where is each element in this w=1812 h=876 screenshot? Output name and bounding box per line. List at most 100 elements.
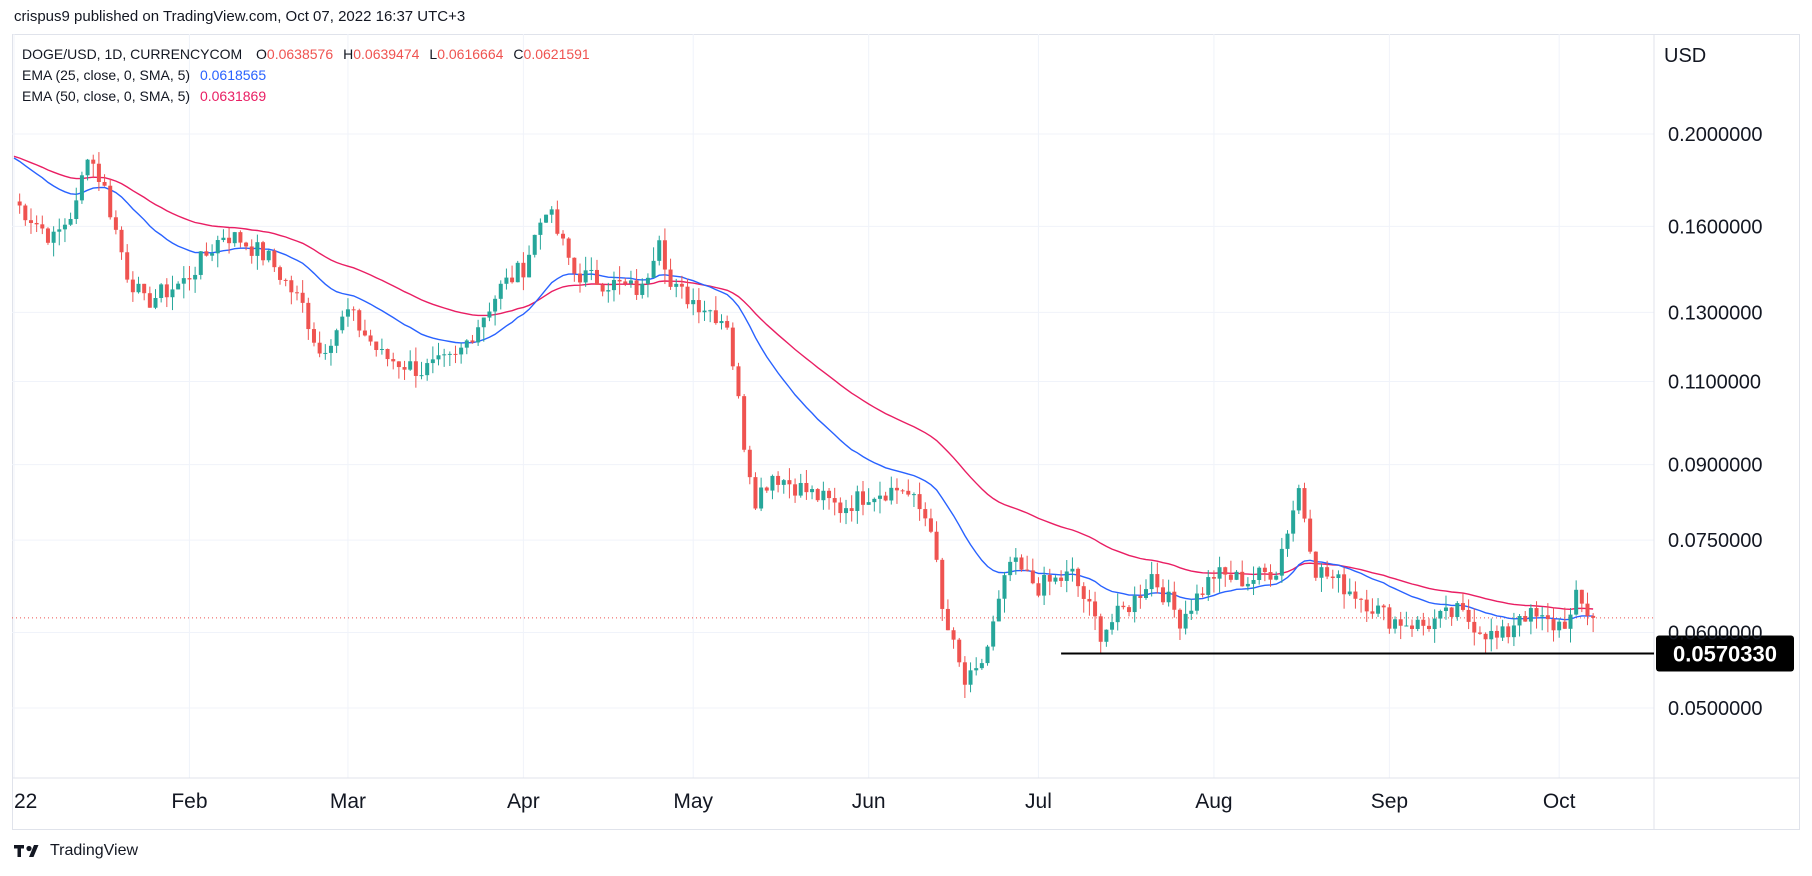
candle-body <box>691 300 696 305</box>
candle-body <box>906 490 911 495</box>
candle-body <box>917 494 922 510</box>
candle-body <box>827 490 832 499</box>
candle-body <box>1398 619 1403 626</box>
candle-body <box>1308 518 1313 552</box>
candle-body <box>1364 599 1369 612</box>
time-tick-label: Jul <box>1025 790 1052 813</box>
candle-body <box>617 279 622 282</box>
candle-body <box>730 327 735 367</box>
candle-body <box>561 233 566 239</box>
candle-body <box>227 237 232 244</box>
candle-body <box>1223 567 1228 575</box>
candle-body <box>527 254 532 278</box>
candle-body <box>419 375 424 377</box>
legend-ohlc-key: H <box>343 46 354 62</box>
legend-ema25-row: EMA (25, close, 0, SMA, 5) 0.0618565 <box>22 65 590 86</box>
candle-body <box>532 234 537 255</box>
candle-body <box>651 260 656 278</box>
candle-body <box>645 277 650 284</box>
candle-body <box>1240 571 1245 587</box>
candle-body <box>1177 609 1182 629</box>
candle-body <box>979 663 984 669</box>
legend-ohlc-o: O0.0638576 <box>256 46 333 62</box>
time-axis[interactable]: 22 Feb Mar Apr May Jun Jul Aug Sep Oct <box>14 790 1576 813</box>
candle-body <box>538 222 543 235</box>
candle-body <box>934 531 939 560</box>
candle-body <box>1194 593 1199 611</box>
candle-body <box>170 289 175 298</box>
candle-body <box>17 201 22 206</box>
candle-body <box>1025 569 1030 571</box>
candle-body <box>430 359 435 364</box>
candle-body <box>640 283 645 295</box>
candle-body <box>696 300 701 313</box>
candle-body <box>742 396 747 450</box>
candle-body <box>657 240 662 261</box>
candle-body <box>1160 587 1165 603</box>
candle-body <box>928 518 933 532</box>
candle-body <box>787 480 792 485</box>
candle-body <box>232 232 237 244</box>
candle-body <box>911 494 916 496</box>
candle-body <box>1591 615 1596 618</box>
candle-body <box>838 502 843 514</box>
candle-body <box>153 298 158 308</box>
candle-body <box>1030 570 1035 584</box>
candle-body <box>634 280 639 295</box>
price-axis[interactable]: USD 0.2000000 0.1600000 0.1300000 0.1100000… <box>1664 45 1763 720</box>
candle-body <box>311 329 316 343</box>
candle-body <box>679 283 684 287</box>
candle-body <box>351 309 356 311</box>
candle-body <box>1104 629 1109 642</box>
candle-body <box>894 487 899 491</box>
candle-body <box>594 269 599 285</box>
candle-body <box>883 495 888 501</box>
candle-body <box>566 238 571 258</box>
support-price-label: 0.0570330 <box>1673 642 1777 667</box>
candle-body <box>628 280 633 284</box>
candlesticks <box>17 152 1596 699</box>
legend-ohlc-c: C0.0621591 <box>513 46 589 62</box>
legend-ohlc-h: H0.0639474 <box>343 46 419 62</box>
support-line: 0.0570330 <box>1061 635 1794 672</box>
candle-body <box>1144 589 1148 598</box>
legend-ema50-label: EMA (50, close, 0, SMA, 5) <box>22 88 191 104</box>
candle-body <box>57 229 62 232</box>
time-tick-label: May <box>673 790 713 813</box>
candle-body <box>164 284 169 298</box>
candle-body <box>391 359 396 362</box>
candle-body <box>108 185 113 218</box>
tradingview-logo-icon <box>14 845 39 857</box>
candle-body <box>476 327 481 343</box>
tradingview-brand[interactable]: TradingView <box>14 842 138 860</box>
candle-body <box>1019 557 1024 570</box>
candle-body <box>1013 557 1018 562</box>
candle-body <box>1534 608 1539 617</box>
candle-body <box>125 252 130 280</box>
candle-body <box>215 240 220 254</box>
legend-ohlc-l: L0.0616664 <box>429 46 503 62</box>
candle-body <box>136 283 141 293</box>
candle-body <box>1172 591 1177 610</box>
candle-body <box>374 341 379 350</box>
time-tick-label: Sep <box>1371 790 1408 813</box>
candle-body <box>674 283 679 287</box>
candle-body <box>1410 625 1415 629</box>
ema25-line <box>13 157 1594 621</box>
candle-body <box>1121 605 1126 608</box>
candle-body <box>1342 574 1347 595</box>
candle-body <box>113 217 118 230</box>
legend-ohlc-key: O <box>256 46 267 62</box>
candle-body <box>1138 595 1143 598</box>
candle-body <box>1449 607 1454 617</box>
candle-body <box>832 498 837 503</box>
candle-body <box>1189 610 1194 614</box>
chart-frame[interactable] <box>12 34 1800 830</box>
candle-body <box>1206 577 1211 595</box>
candle-body <box>589 269 594 271</box>
candle-body <box>1257 567 1262 581</box>
candle-body <box>1200 593 1205 595</box>
candle-body <box>1427 625 1431 630</box>
price-tick-label: 0.1300000 <box>1668 302 1763 324</box>
